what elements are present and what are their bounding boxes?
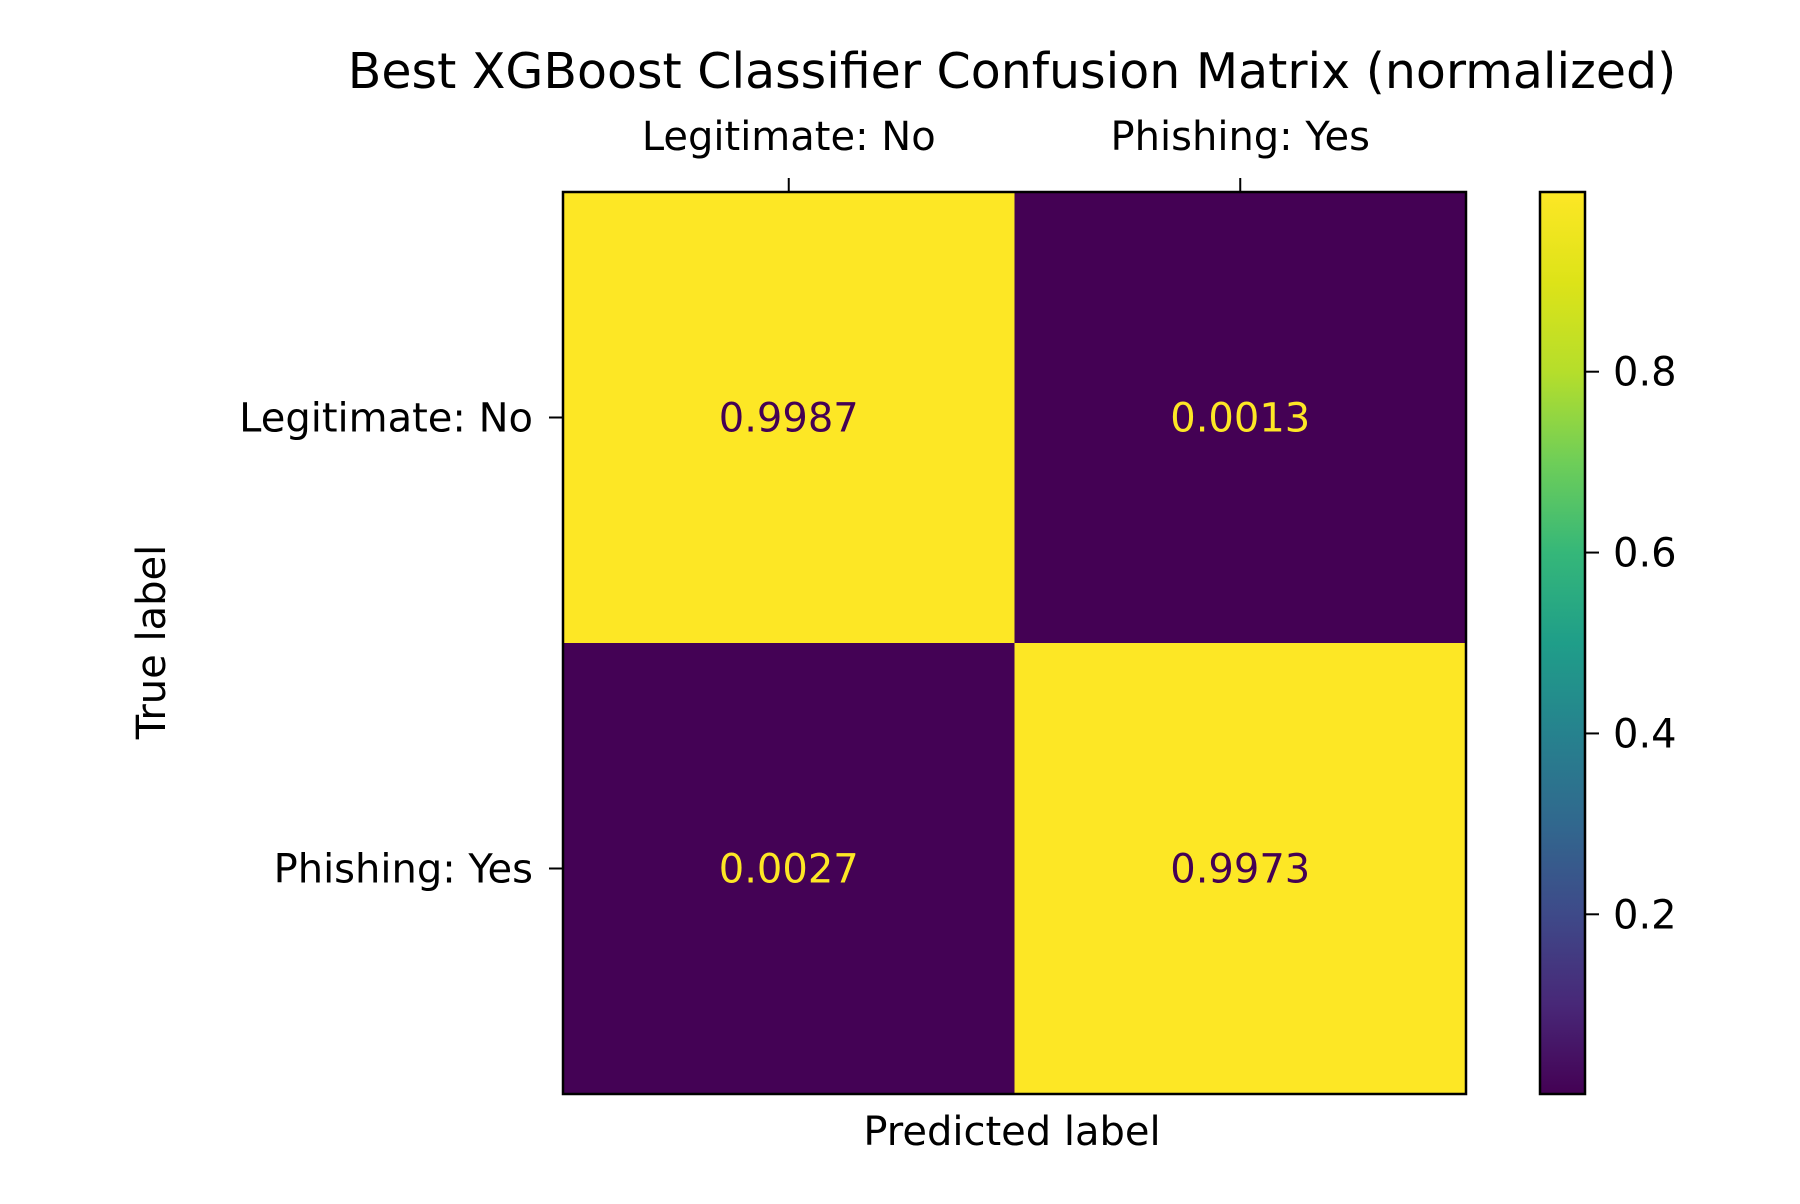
cell-0-0 [563,192,1015,643]
cell-label-1-0: 0.0027 [719,847,859,893]
colorbar-tick-label-0: 0.2 [1613,892,1677,938]
cell-label-1-1: 0.9973 [1170,847,1310,893]
heatmap-cells: 0.9987 0.0013 0.0027 0.9973 [563,192,1466,1094]
colorbar: 0.2 0.4 0.6 0.8 [1538,190,1677,1096]
y-axis-label: True label [129,545,175,740]
colorbar-gradient [1540,192,1585,1094]
colorbar-frame [1538,190,1587,1096]
cell-0-1 [1014,192,1466,643]
colorbar-tick-label-1: 0.4 [1613,711,1677,757]
y-tick-label-0: Legitimate: No [239,396,533,442]
colorbar-tick-label-3: 0.8 [1613,350,1677,396]
x-tick-label-0: Legitimate: No [642,114,936,160]
axes: Legitimate: No Phishing: Yes Legitimate: N… [239,114,1468,1096]
cell-label-0-1: 0.0013 [1170,396,1310,442]
cell-label-0-0: 0.9987 [719,396,859,442]
y-tick-label-1: Phishing: Yes [274,847,533,893]
cell-1-0 [563,643,1015,1094]
plot-frame [561,190,1468,1096]
cell-1-1 [1014,643,1466,1094]
x-tick-label-1: Phishing: Yes [1111,114,1370,160]
colorbar-tick-label-2: 0.6 [1613,531,1677,577]
x-axis-label: Predicted label [863,1109,1160,1155]
chart-title: Best XGBoost Classifier Confusion Matrix… [348,43,1676,100]
